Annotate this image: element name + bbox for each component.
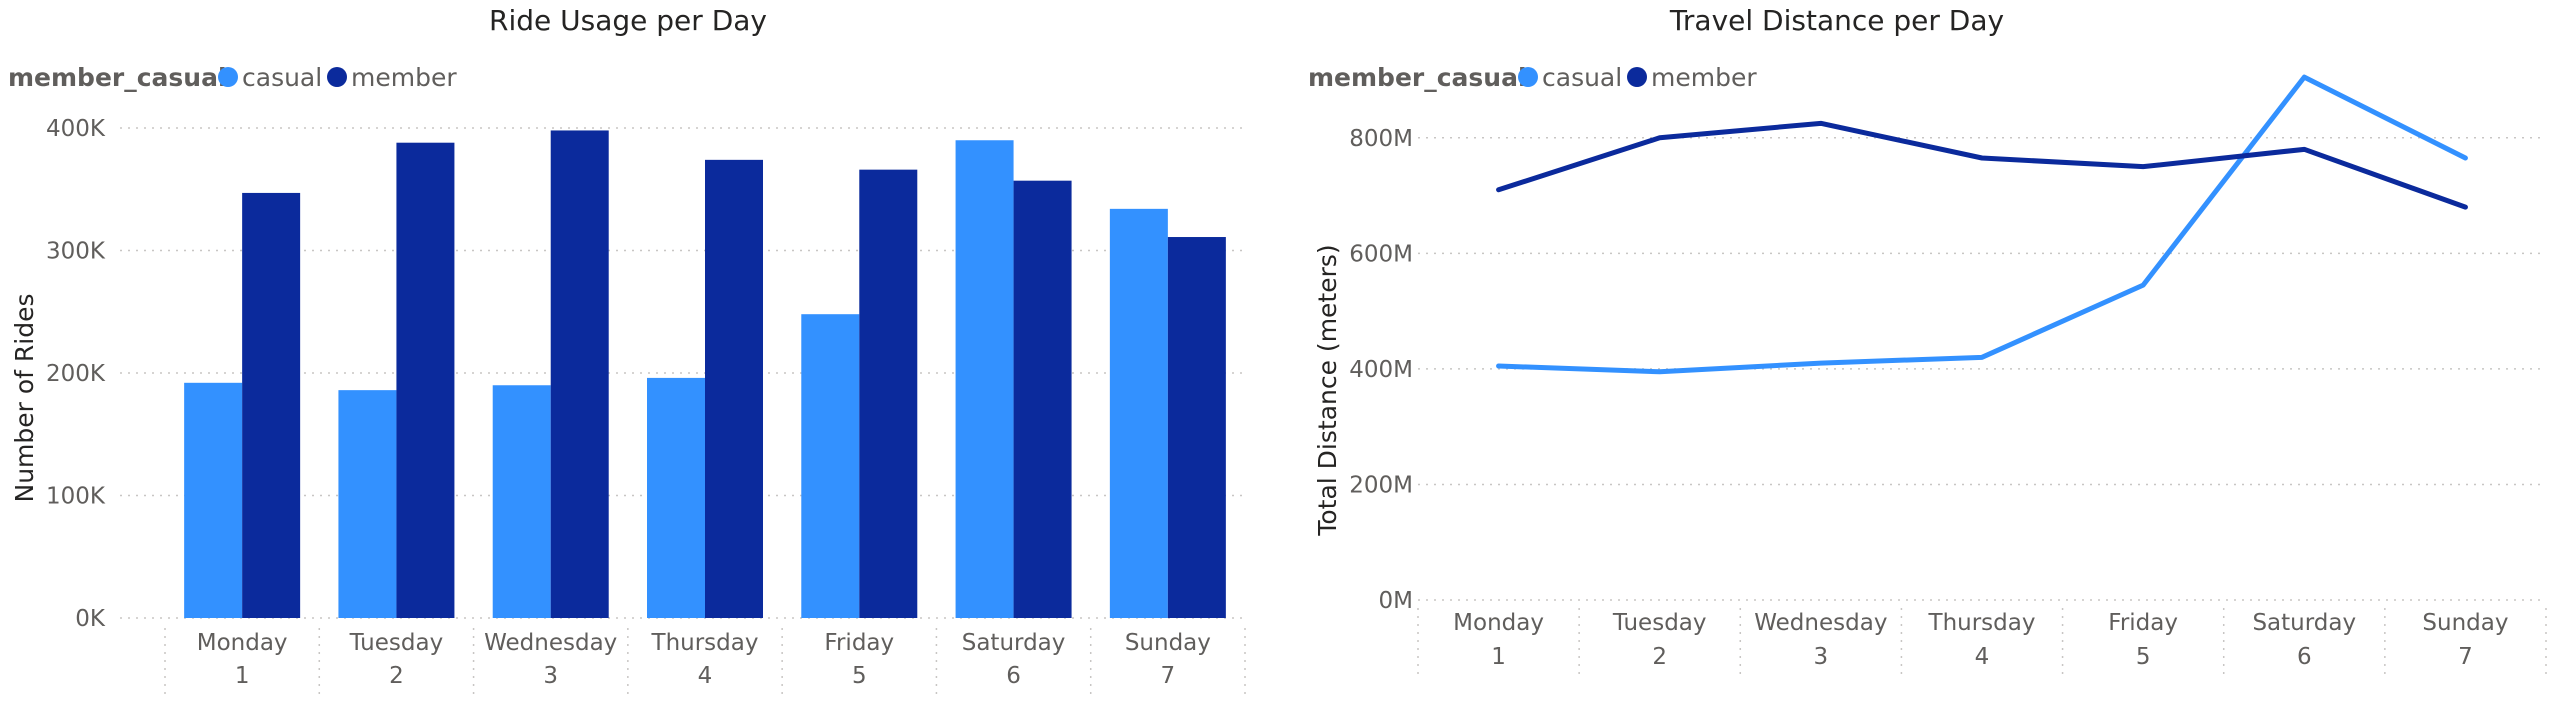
bar-member-sunday[interactable]	[1167, 237, 1226, 618]
legend-marker-member	[1627, 67, 1647, 87]
y-tick-label: 400M	[1349, 357, 1413, 383]
x-tick-number: 7	[1161, 663, 1176, 689]
bars	[184, 130, 1226, 619]
bar-member-monday[interactable]	[242, 192, 301, 619]
legend-marker-member	[327, 67, 347, 87]
x-tick-label: Wednesday	[1754, 610, 1887, 636]
legend-marker-casual	[218, 67, 238, 87]
x-axis: Monday 1 Tuesday 2 Wednesday 3 Thursday 4 Friday…	[1417, 608, 2547, 680]
bar-casual-saturday[interactable]	[955, 140, 1014, 618]
x-tick-number: 5	[852, 663, 867, 689]
x-tick-number: 4	[1975, 644, 1990, 670]
chart-title: Travel Distance per Day	[1669, 4, 2004, 37]
y-axis: 0M 200M 400M 600M 800M	[1349, 126, 1413, 614]
x-axis: Monday 1 Tuesday 2 Wednesday 3 Thursday 4 Friday…	[164, 628, 1246, 700]
bar-member-saturday[interactable]	[1013, 180, 1072, 619]
x-tick-label: Friday	[2108, 610, 2178, 636]
x-tick-label: Thursday	[1928, 610, 2036, 636]
x-tick-number: 2	[389, 663, 404, 689]
bar-member-thursday[interactable]	[705, 159, 763, 618]
legend-label-member[interactable]: member	[1651, 63, 1757, 92]
y-tick-label: 800M	[1349, 126, 1413, 152]
x-tick-label: Monday	[197, 630, 288, 656]
x-tick-label: Tuesday	[1612, 610, 1707, 636]
line-member[interactable]	[1496, 120, 2468, 210]
ride-usage-chart: Ride Usage per Day member_casual casual …	[8, 4, 1246, 700]
legend-marker-casual	[1518, 67, 1538, 87]
y-tick-label: 300K	[46, 239, 106, 265]
y-axis: 0K 100K 200K 300K 400K	[46, 116, 106, 632]
ride-usage-svg: Ride Usage per Day member_casual casual …	[8, 4, 1246, 700]
x-tick-number: 4	[698, 663, 713, 689]
line-casual[interactable]	[1496, 74, 2468, 375]
bar-casual-monday[interactable]	[184, 382, 243, 618]
y-axis-label: Number of Rides	[10, 293, 39, 502]
x-tick-label: Tuesday	[349, 630, 444, 656]
bar-casual-thursday[interactable]	[647, 377, 705, 618]
bar-casual-tuesday[interactable]	[338, 390, 397, 618]
x-tick-number: 6	[2297, 644, 2312, 670]
legend-label-casual[interactable]: casual	[1542, 63, 1622, 92]
y-axis-label: Total Distance (meters)	[1313, 244, 1342, 536]
x-tick-number: 3	[543, 663, 558, 689]
x-tick-number: 6	[1006, 663, 1021, 689]
bar-member-friday[interactable]	[859, 169, 918, 618]
bar-casual-wednesday[interactable]	[492, 385, 551, 618]
y-tick-label: 200M	[1349, 472, 1413, 498]
y-tick-label: 200K	[46, 361, 106, 387]
y-tick-label: 600M	[1349, 241, 1413, 267]
x-tick-label: Sunday	[1125, 630, 1211, 656]
legend-label-casual[interactable]: casual	[242, 63, 322, 92]
x-tick-label: Wednesday	[484, 630, 617, 656]
x-tick-label: Friday	[824, 630, 894, 656]
legend-title: member_casual	[8, 63, 227, 92]
bar-casual-friday[interactable]	[801, 314, 860, 618]
x-tick-label: Saturday	[2252, 610, 2356, 636]
bar-member-wednesday[interactable]	[550, 130, 609, 618]
x-tick-number: 3	[1814, 644, 1829, 670]
x-tick-number: 2	[1652, 644, 1667, 670]
x-tick-label: Sunday	[2422, 610, 2508, 636]
travel-distance-svg: Travel Distance per Day member_casual ca…	[1308, 4, 2547, 680]
legend-title: member_casual	[1308, 63, 1527, 92]
x-tick-number: 1	[235, 663, 250, 689]
chart-title: Ride Usage per Day	[489, 4, 767, 37]
y-tick-label: 0K	[75, 606, 106, 632]
bar-member-tuesday[interactable]	[396, 142, 455, 618]
x-tick-label: Thursday	[651, 630, 759, 656]
y-tick-label: 100K	[46, 484, 106, 510]
y-tick-label: 400K	[46, 116, 106, 142]
x-tick-number: 5	[2136, 644, 2151, 670]
x-tick-label: Monday	[1453, 610, 1544, 636]
series-lines	[1496, 74, 2468, 375]
x-tick-number: 1	[1491, 644, 1506, 670]
bar-casual-sunday[interactable]	[1109, 208, 1168, 618]
travel-distance-chart: Travel Distance per Day member_casual ca…	[1278, 0, 2556, 720]
x-tick-number: 7	[2458, 644, 2473, 670]
legend-label-member[interactable]: member	[351, 63, 457, 92]
y-tick-label: 0M	[1379, 588, 1413, 614]
x-tick-label: Saturday	[962, 630, 1066, 656]
